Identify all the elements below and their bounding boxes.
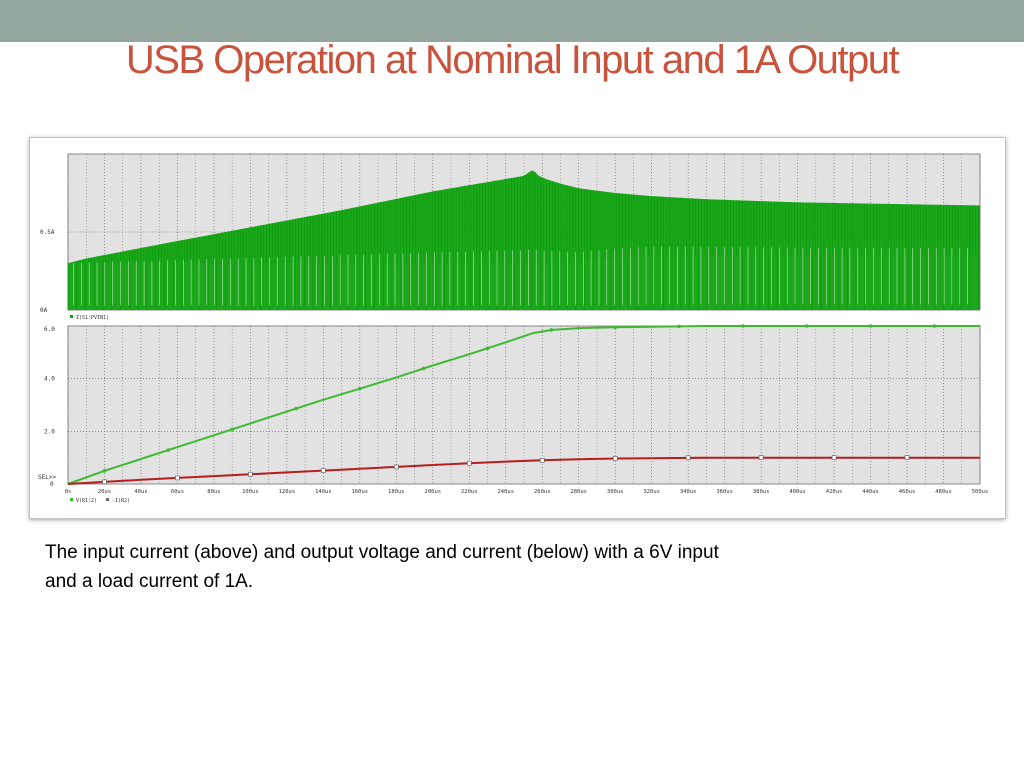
top-ytick-label: 0.5A bbox=[40, 229, 55, 236]
xtick-label: 20us bbox=[98, 489, 111, 495]
output-current-line bbox=[67, 456, 980, 485]
xtick-label: 500us bbox=[972, 489, 989, 495]
xtick-label: 80us bbox=[207, 489, 220, 495]
output-voltage-marker bbox=[741, 324, 745, 328]
xtick-label: 280us bbox=[570, 489, 587, 495]
output-voltage-marker bbox=[294, 406, 298, 411]
xtick-label: 300us bbox=[607, 489, 624, 495]
output-voltage-marker bbox=[868, 324, 873, 328]
header-band bbox=[0, 0, 1024, 42]
xtick-label: 200us bbox=[425, 489, 442, 495]
legend-output-current: -I(R2) bbox=[112, 498, 130, 504]
output-current-marker bbox=[904, 455, 910, 460]
bottom-ytick-label: 6.0 bbox=[44, 326, 55, 333]
output-current-marker bbox=[758, 455, 764, 460]
input-current-envelope bbox=[68, 170, 980, 310]
xtick-label: 240us bbox=[497, 489, 514, 495]
bottom-ytick-label: 4.0 bbox=[44, 376, 55, 383]
oscilloscope-plot: 0A 0.5A 0 2.0 4.0 6.0 SEL>> 0s 20us 40us 60us 80us 1… bbox=[38, 153, 989, 504]
caption-line-2: and a load current of 1A. bbox=[45, 571, 254, 592]
xtick-label: 360us bbox=[716, 489, 733, 495]
output-current-marker bbox=[248, 471, 253, 477]
output-current-marker bbox=[612, 456, 618, 461]
xtick-label: 40us bbox=[134, 489, 147, 495]
xtick-label: 400us bbox=[789, 489, 806, 495]
xtick-label: 120us bbox=[279, 489, 296, 495]
output-voltage-marker bbox=[549, 328, 554, 332]
slide-title: USB Operation at Nominal Input and 1A Ou… bbox=[125, 38, 900, 82]
output-voltage-marker bbox=[358, 386, 362, 391]
output-voltage-marker bbox=[102, 469, 107, 473]
legend-swatch-output-current bbox=[106, 498, 109, 501]
slide-caption: The input current (above) and output vol… bbox=[45, 538, 985, 596]
output-current-marker bbox=[831, 455, 837, 460]
output-current-marker bbox=[102, 479, 107, 485]
output-current-marker bbox=[685, 455, 691, 461]
xtick-label: 320us bbox=[643, 489, 660, 495]
output-current-marker bbox=[466, 460, 472, 466]
xtick-label: 160us bbox=[352, 489, 369, 495]
xtick-label: 140us bbox=[315, 489, 332, 495]
xtick-label: 480us bbox=[935, 489, 952, 495]
xtick-label: 440us bbox=[862, 489, 879, 495]
xtick-label: 180us bbox=[388, 489, 405, 495]
xtick-label: 60us bbox=[171, 489, 184, 495]
output-voltage-marker bbox=[230, 427, 234, 432]
output-current-marker bbox=[321, 468, 326, 473]
output-voltage-marker bbox=[485, 346, 490, 351]
output-voltage-marker bbox=[166, 448, 171, 452]
select-marker-label: SEL>> bbox=[38, 474, 56, 481]
bottom-ytick-label: 2.0 bbox=[44, 428, 55, 435]
output-current-marker bbox=[539, 457, 545, 463]
xtick-label: 340us bbox=[680, 489, 697, 495]
bottom-ytick-label: 0 bbox=[50, 481, 54, 488]
xtick-label: 0s bbox=[65, 489, 72, 495]
output-voltage-marker bbox=[804, 324, 809, 328]
xtick-label: 380us bbox=[753, 489, 770, 495]
legend-swatch-output-voltage bbox=[70, 498, 73, 501]
output-voltage-marker bbox=[613, 325, 617, 330]
xtick-label: 260us bbox=[534, 489, 551, 495]
xtick-label: 220us bbox=[461, 489, 478, 495]
xtick-label: 100us bbox=[242, 489, 259, 495]
legend-output-voltage: V(R1:2) bbox=[76, 498, 97, 504]
output-current-marker bbox=[394, 464, 399, 470]
legend-input-current: I(S1:PVIN1) bbox=[76, 315, 109, 321]
legend-swatch-input-current bbox=[70, 315, 73, 318]
output-current-marker bbox=[175, 475, 180, 481]
simulation-figure: 0A 0.5A 0 2.0 4.0 6.0 SEL>> 0s 20us 40us 60us 80us 1… bbox=[29, 137, 1006, 519]
xtick-label: 460us bbox=[899, 489, 916, 495]
output-voltage-marker bbox=[421, 366, 426, 371]
top-ytick-label: 0A bbox=[40, 307, 48, 314]
xtick-label: 420us bbox=[826, 489, 843, 495]
output-voltage-marker bbox=[932, 324, 937, 328]
caption-line-1: The input current (above) and output vol… bbox=[45, 542, 719, 563]
output-voltage-marker bbox=[677, 324, 681, 329]
